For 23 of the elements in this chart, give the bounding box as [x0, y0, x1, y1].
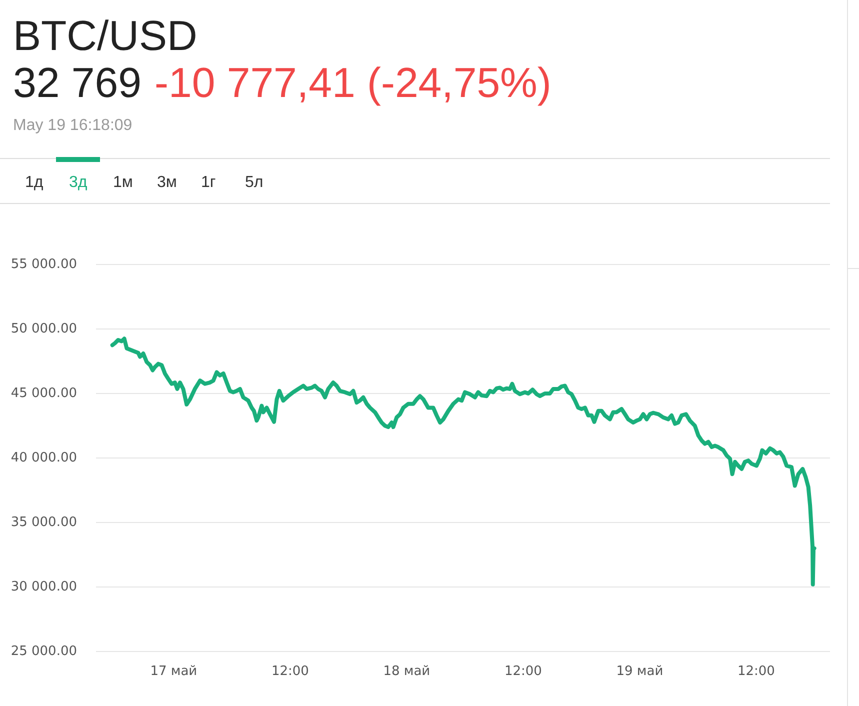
text: 3м — [157, 174, 177, 191]
x-tick-label: 18 май — [383, 664, 430, 679]
x-tick-label: 19 май — [616, 664, 664, 679]
text: May 19 16:18:09 — [13, 117, 132, 134]
y-tick-label: 35 000.00 — [10, 515, 77, 530]
y-tick-label: 45 000.00 — [10, 386, 77, 401]
y-tick-label: 50 000.00 — [10, 322, 77, 336]
text: 1г — [201, 174, 216, 191]
chart-title: BTC/USD — [13, 12, 198, 59]
chart-subtitle: 32 769 — [13, 59, 142, 106]
text: 3д — [69, 174, 88, 191]
x-tick-label: 12:00 — [271, 664, 309, 679]
x-tick-label: 12:00 — [504, 664, 542, 679]
y-tick-label: 40 000.00 — [10, 450, 77, 466]
y-tick-label: 55 000.00 — [10, 257, 77, 272]
y-tick-label: 25 000.00 — [10, 644, 77, 659]
text: 5л — [245, 174, 264, 191]
text: -10 777,41 (-24,75%) — [154, 59, 552, 106]
x-tick-label: 17 май — [150, 664, 198, 679]
y-tick-label: 30 000.00 — [10, 580, 77, 594]
text: 1д — [25, 174, 44, 191]
x-tick-label: 12:00 — [737, 664, 775, 679]
text: 1м — [113, 174, 133, 191]
